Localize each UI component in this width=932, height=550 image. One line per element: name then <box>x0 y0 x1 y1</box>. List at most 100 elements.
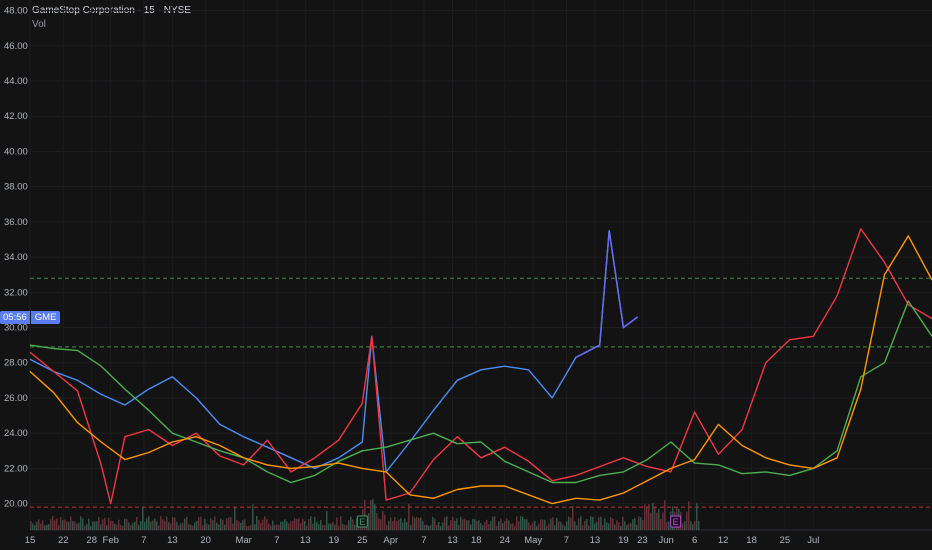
volume-bar <box>150 521 152 530</box>
volume-bar <box>490 521 492 530</box>
x-tick-label: Feb <box>103 535 119 546</box>
volume-bar <box>86 523 88 530</box>
volume-bar <box>110 521 112 530</box>
volume-bar <box>542 519 544 530</box>
volume-bar <box>130 525 132 530</box>
volume-bar <box>406 522 408 530</box>
volume-bar <box>524 519 526 530</box>
volume-bar <box>354 524 356 530</box>
volume-bar <box>98 517 100 530</box>
volume-bar <box>120 524 122 530</box>
volume-bar <box>320 520 322 530</box>
volume-bar <box>698 521 700 530</box>
volume-bar <box>248 525 250 530</box>
volume-bar <box>204 518 206 530</box>
volume-bar <box>498 521 500 530</box>
volume-bar <box>84 525 86 530</box>
volume-bar <box>570 517 572 530</box>
volume-bar <box>208 524 210 530</box>
volume-bar <box>694 521 696 530</box>
volume-bar <box>48 524 50 530</box>
volume-bar <box>186 516 188 530</box>
volume-bar <box>518 521 520 530</box>
price-series <box>29 228 932 505</box>
volume-bar <box>90 525 92 530</box>
volume-bar <box>80 516 82 530</box>
y-tick-label: 38.00 <box>4 182 28 193</box>
volume-bar <box>622 516 624 530</box>
x-tick-label: 19 <box>329 535 340 546</box>
volume-bar <box>122 525 124 530</box>
volume-bar <box>470 524 472 530</box>
symbol-badge[interactable]: GME <box>30 311 61 324</box>
countdown-label: 05:56 <box>0 311 30 324</box>
volume-bar <box>220 518 222 530</box>
volume-bar <box>398 519 400 530</box>
volume-bar <box>126 518 128 530</box>
volume-bar <box>628 523 630 530</box>
volume-bar <box>148 516 150 530</box>
volume-bar <box>608 523 610 530</box>
volume-bar <box>172 516 174 530</box>
volume-bar <box>574 521 576 530</box>
volume-bar <box>388 520 390 530</box>
volume-bar <box>144 521 146 530</box>
series-line-1 <box>29 228 932 505</box>
price-axis[interactable]: 20.00 22.00 24.00 26.00 28.00 30.00 32.00 34.00… <box>4 6 28 510</box>
volume-bar <box>352 519 354 530</box>
earnings-marker-label: E <box>672 517 678 528</box>
volume-bar <box>480 523 482 530</box>
volume-bar <box>252 504 254 530</box>
y-tick-label: 26.00 <box>4 393 28 404</box>
volume-bar <box>422 521 424 530</box>
volume-indicator-label[interactable]: Vol <box>32 19 46 30</box>
volume-bar <box>166 516 168 530</box>
volume-bar <box>410 525 412 530</box>
volume-bar <box>206 523 208 530</box>
volume-bar <box>390 517 392 530</box>
volume-bar <box>466 520 468 530</box>
volume-bar <box>142 506 144 530</box>
volume-bar <box>266 519 268 530</box>
volume-bar <box>304 521 306 530</box>
volume-bar <box>290 521 292 530</box>
volume-bar <box>46 524 48 530</box>
volume-bar <box>356 518 358 530</box>
volume-bar <box>108 517 110 530</box>
volume-bar <box>478 520 480 530</box>
volume-bar <box>372 499 374 530</box>
volume-bar <box>646 506 648 530</box>
time-axis[interactable]: 15 22 28 Feb 7 13 20 Mar 7 13 19 25 Apr 7 13 18 24 May 7 13… <box>25 535 820 546</box>
volume-bar <box>310 516 312 530</box>
earnings-marker-label: E <box>359 517 365 528</box>
volume-bar <box>232 523 234 530</box>
volume-bar <box>104 517 106 530</box>
volume-bar <box>452 516 454 530</box>
volume-bar <box>696 503 698 530</box>
x-tick-label: 22 <box>58 535 69 546</box>
volume-bar <box>522 516 524 530</box>
volume-bar <box>650 513 652 530</box>
volume-bar <box>176 521 178 530</box>
x-tick-label: 18 <box>746 535 757 546</box>
volume-bar <box>116 524 118 530</box>
y-tick-label: 32.00 <box>4 287 28 298</box>
volume-bar <box>634 517 636 530</box>
volume-bar <box>30 521 32 530</box>
y-tick-label: 42.00 <box>4 111 28 122</box>
volume-bar <box>350 516 352 530</box>
volume-bar <box>482 525 484 530</box>
volume-bar <box>114 523 116 530</box>
volume-bar <box>54 520 56 530</box>
x-tick-label: 20 <box>200 535 211 546</box>
x-tick-label: 24 <box>499 535 510 546</box>
volume-bar <box>456 518 458 530</box>
volume-bar <box>56 518 58 530</box>
volume-bar <box>190 524 192 530</box>
volume-bar <box>532 522 534 530</box>
volume-bar <box>492 516 494 530</box>
volume-bar <box>386 525 388 530</box>
volume-bar <box>182 522 184 530</box>
volume-bar <box>668 521 670 530</box>
